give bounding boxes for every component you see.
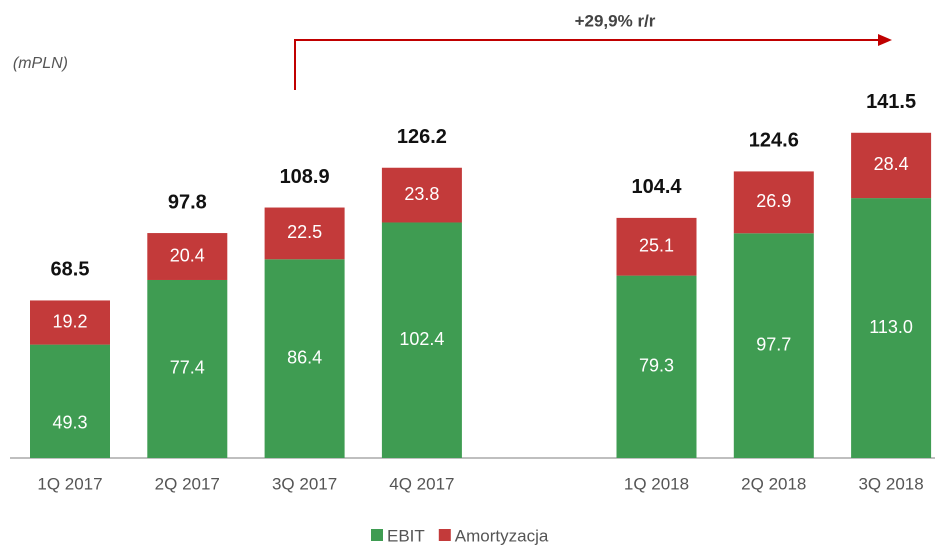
- value-label: 28.4: [874, 154, 909, 174]
- legend-swatch: [438, 529, 451, 541]
- value-label: 23.8: [404, 184, 439, 204]
- bar-segment: [733, 171, 814, 234]
- total-label: 104.4: [631, 176, 682, 198]
- total-label: 141.5: [866, 91, 916, 113]
- value-label: 97.7: [756, 334, 791, 354]
- total-label: 126.2: [397, 126, 447, 148]
- value-label: 113.0: [869, 317, 913, 337]
- bar-segment: [616, 217, 697, 276]
- legend-swatch: [371, 529, 383, 541]
- value-label: 86.4: [287, 347, 322, 367]
- legend-label: Amortyzacja: [455, 526, 549, 545]
- annotation: +29,9% r/r: [575, 11, 656, 30]
- value-label: 22.5: [287, 222, 322, 242]
- value-label: 19.2: [52, 311, 87, 331]
- bar-segment: [733, 233, 814, 458]
- bar-segment: [381, 222, 462, 458]
- bar-segment: [851, 132, 932, 199]
- bar-segment: [30, 300, 110, 345]
- total-label: 108.9: [280, 166, 330, 188]
- value-label: 26.9: [756, 191, 791, 211]
- value-label: 79.3: [639, 356, 674, 376]
- value-label: 25.1: [639, 235, 674, 255]
- bar-segment: [147, 279, 228, 458]
- x-tick-label: 4Q 2017: [389, 474, 454, 493]
- bar-segment: [30, 344, 110, 458]
- growth-arrow: [294, 39, 880, 90]
- total-label: 68.5: [51, 259, 90, 281]
- bar-segment: [616, 275, 697, 458]
- x-tick-label: 1Q 2017: [37, 474, 102, 493]
- value-label: 77.4: [170, 358, 205, 378]
- x-tick-label: 2Q 2017: [155, 474, 220, 493]
- value-label: 20.4: [170, 245, 205, 265]
- legend-label: EBIT: [387, 526, 425, 545]
- bar-segment: [381, 167, 462, 223]
- total-label: 97.8: [168, 191, 207, 213]
- bar-segment: [264, 259, 345, 458]
- x-tick-label: 1Q 2018: [624, 474, 689, 493]
- bar-segment: [264, 207, 345, 260]
- x-tick-label: 2Q 2018: [741, 474, 806, 493]
- bar-segment: [147, 233, 228, 280]
- value-label: 49.3: [52, 413, 87, 433]
- x-tick-label: 3Q 2018: [858, 474, 923, 493]
- x-tick-label: 3Q 2017: [272, 474, 337, 493]
- arrow-head: [878, 34, 892, 46]
- total-label: 124.6: [749, 130, 799, 152]
- bar-segment: [851, 198, 932, 458]
- subtitle: (mPLN): [13, 55, 68, 72]
- value-label: 102.4: [399, 329, 444, 349]
